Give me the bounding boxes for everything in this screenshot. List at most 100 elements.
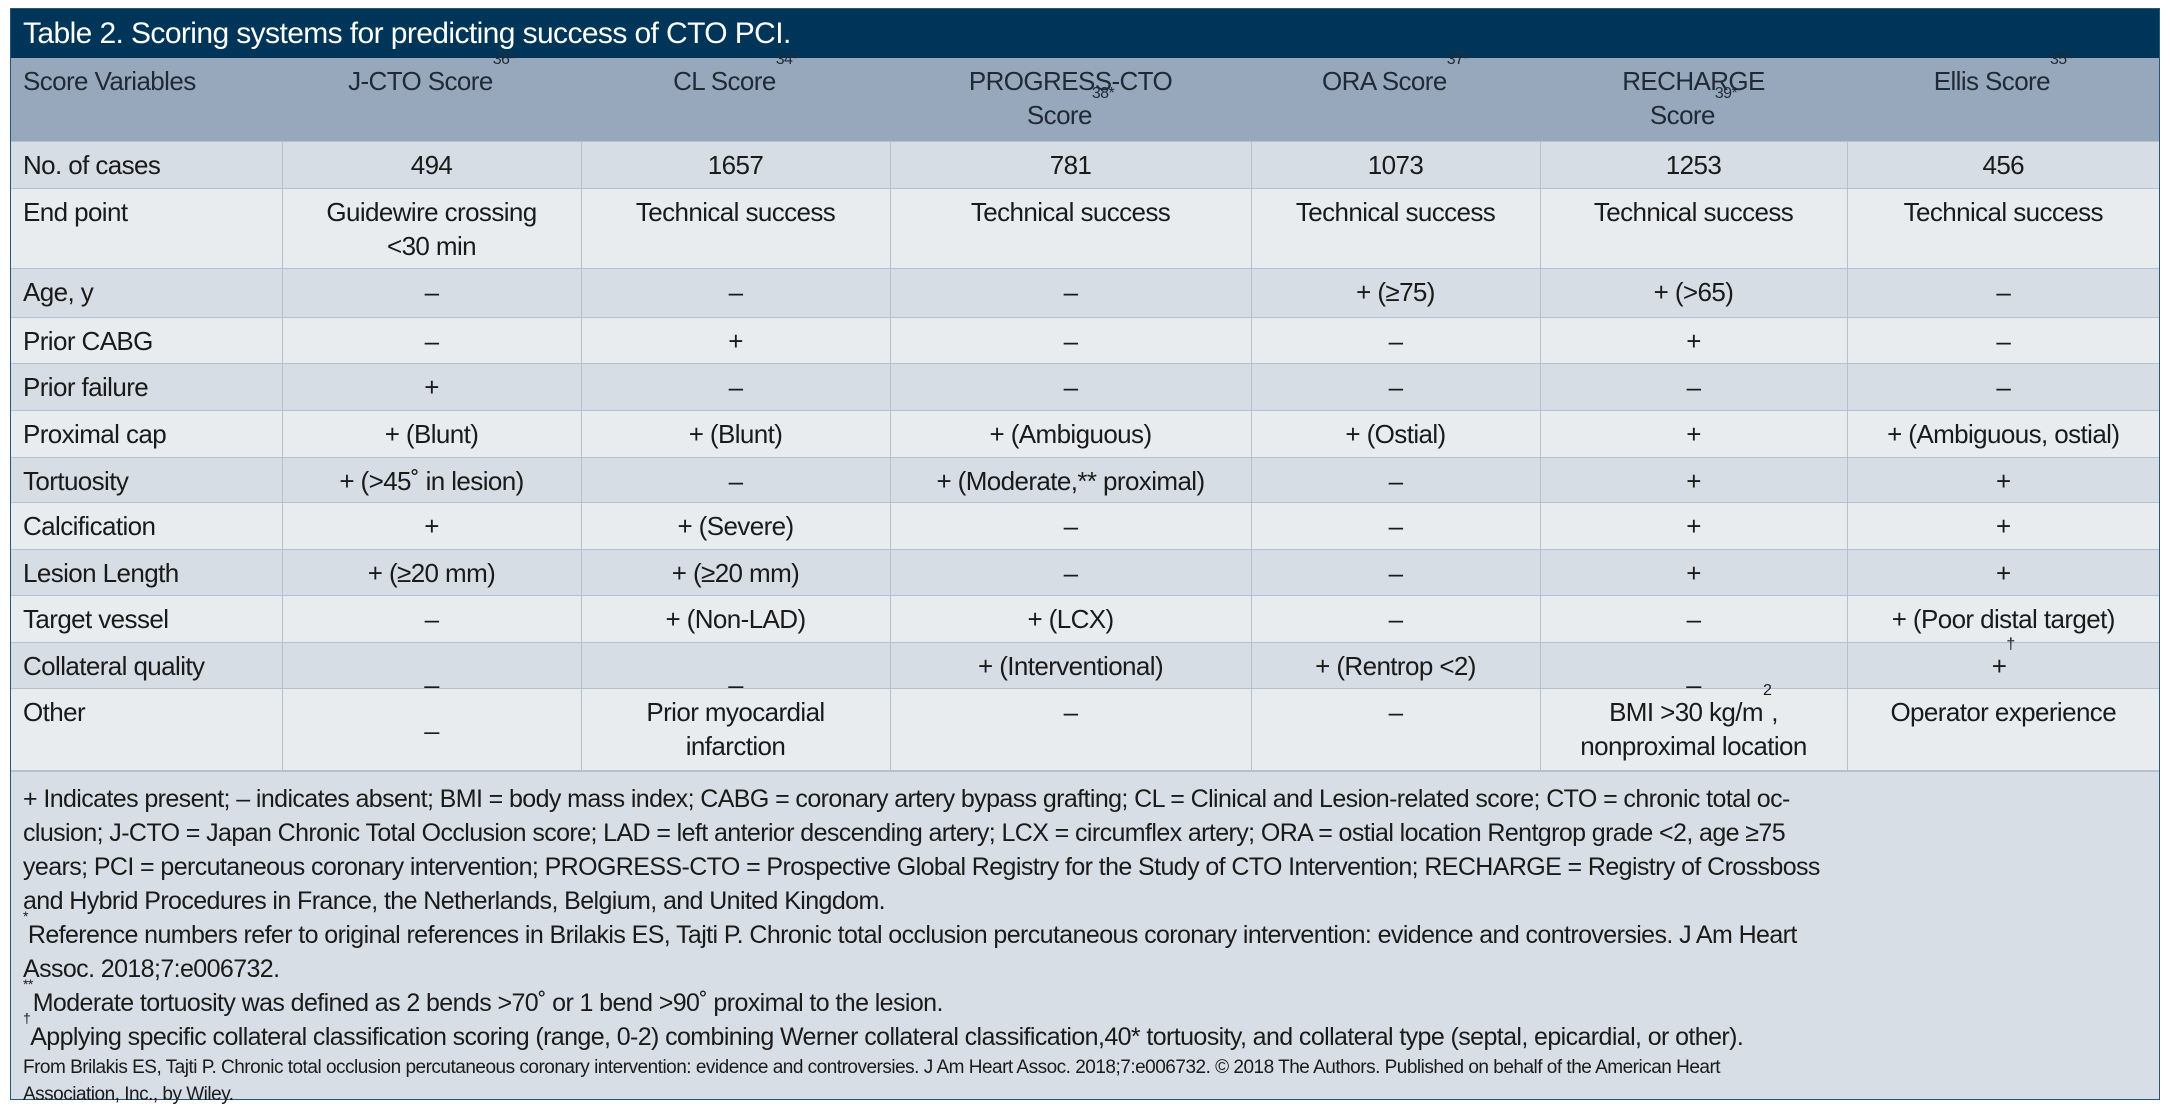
reference-note-text: Reference numbers refer to original refe… bbox=[27, 921, 1797, 949]
table-cell: + (>45˚ in lesion) bbox=[281, 456, 581, 502]
scoring-table: Score Variables J-CTO Score36* CL Score34*… bbox=[11, 52, 2159, 770]
reference-note-text: Assoc. 2018;7:e006732. bbox=[23, 955, 280, 983]
table-cell: + (Severe) bbox=[580, 501, 890, 549]
cell-value: + (Severe) bbox=[677, 510, 794, 541]
cell-value: – bbox=[1388, 510, 1403, 541]
dagger-mark: † bbox=[2006, 635, 2015, 653]
table-cell: _ bbox=[580, 641, 890, 689]
table-cell: + bbox=[281, 501, 581, 549]
row-label: Lesion Length bbox=[11, 548, 282, 595]
cell-value: – bbox=[424, 276, 439, 307]
table-cell: _ bbox=[281, 641, 581, 689]
table-cell: + (Rentrop <2) bbox=[1250, 641, 1540, 688]
table-row: Target vessel – + (Non-LAD) + (LCX) – – + (Poo… bbox=[11, 594, 2159, 642]
cell-value: +† bbox=[1991, 635, 2016, 681]
cell-value: + (LCX) bbox=[1027, 603, 1114, 634]
table-cell: Guidewire crossing <30 min bbox=[281, 187, 581, 268]
cell-value: 456 bbox=[1982, 149, 2025, 180]
tortuosity-note: **Moderate tortuosity was defined as 2 b… bbox=[23, 977, 2147, 1020]
table-cell: _ bbox=[281, 687, 581, 770]
table-cell: – bbox=[580, 362, 890, 410]
source-citation-line: Association, Inc., by Wiley. bbox=[23, 1084, 234, 1105]
row-label: Collateral quality bbox=[11, 641, 282, 688]
table-cell: – bbox=[1846, 267, 2159, 317]
table-cell: – bbox=[889, 362, 1251, 410]
column-header: RECHARGE Score39* bbox=[1540, 58, 1847, 141]
table-cell: – bbox=[1250, 548, 1540, 595]
cell-value: 1073 bbox=[1367, 149, 1424, 180]
cell-value: + bbox=[424, 510, 439, 541]
table-cell: – bbox=[580, 267, 890, 317]
column-header: Ellis Score35* bbox=[1847, 52, 2159, 141]
table-cell: – bbox=[281, 316, 581, 363]
table-row: Other _ Prior myocardial infarction – – BMI >3… bbox=[11, 681, 2159, 770]
cell-value: – bbox=[1063, 557, 1078, 588]
table-cell: + bbox=[1539, 548, 1847, 595]
table-cell: +† bbox=[1846, 635, 2159, 688]
table-row: Age, y – – – + (≥75) + (>65) – bbox=[11, 267, 2159, 317]
table-cell: – bbox=[889, 548, 1251, 595]
table-title: Table 2. Scoring systems for predicting … bbox=[11, 9, 2159, 58]
cell-value: + (>65) bbox=[1653, 276, 1734, 307]
table-row: Prior failure + – – – – – bbox=[11, 362, 2159, 410]
cell-value: _ bbox=[424, 658, 439, 689]
asterisk-mark: * bbox=[23, 908, 28, 924]
row-label: End point bbox=[11, 187, 282, 268]
table-cell: + (Ambiguous) bbox=[889, 409, 1251, 457]
cell-value: – bbox=[1063, 371, 1078, 402]
cell-value: – bbox=[1063, 276, 1078, 307]
cell-value: + (Interventional) bbox=[977, 650, 1164, 681]
table-cell: – bbox=[889, 687, 1251, 770]
tortuosity-note-text: Moderate tortuosity was defined as 2 ben… bbox=[32, 989, 944, 1017]
cell-value: _ bbox=[728, 658, 743, 689]
cell-value: BMI >30 kg/m2, nonproximal location bbox=[1580, 681, 1807, 761]
cell-value: – bbox=[1063, 696, 1078, 727]
column-header: J-CTO Score36* bbox=[282, 52, 581, 141]
reference-superscript: 36* bbox=[492, 51, 516, 68]
cell-value: Technical success bbox=[1295, 196, 1496, 227]
column-header-label: J-CTO Score bbox=[348, 66, 493, 96]
collateral-note: †Applying specific collateral classifica… bbox=[23, 1011, 2147, 1054]
cell-value: _ bbox=[424, 704, 439, 735]
collateral-note-text: Applying specific collateral classificat… bbox=[30, 1023, 1744, 1051]
table-cell: Operator experience bbox=[1846, 687, 2159, 770]
table-cell: – bbox=[889, 501, 1251, 549]
cell-value: Operator experience bbox=[1890, 696, 2117, 727]
row-label: No. of cases bbox=[11, 140, 282, 188]
table-cell: Prior myocardial infarction bbox=[580, 687, 890, 770]
table-cell: Technical success bbox=[1846, 187, 2159, 268]
table-row: No. of cases 494 1657 781 1073 1253 456 bbox=[11, 140, 2159, 188]
header-row: Score Variables J-CTO Score36* CL Score34*… bbox=[11, 52, 2159, 141]
cell-value: + bbox=[1686, 418, 1701, 449]
cell-value: + bbox=[1995, 465, 2011, 496]
cell-value: – bbox=[1388, 603, 1403, 634]
table-cell: Technical success bbox=[1539, 187, 1847, 268]
cell-value: 1657 bbox=[707, 149, 764, 180]
tortuosity-note-mark: ** bbox=[23, 976, 33, 992]
row-label: Calcification bbox=[11, 501, 282, 549]
cell-value: + (Blunt) bbox=[384, 418, 479, 449]
table-cell: – bbox=[1250, 456, 1540, 502]
abbreviation-line: clusion; J-CTO = Japan Chronic Total Occ… bbox=[23, 819, 1786, 847]
cell-value: + (≥75) bbox=[1356, 276, 1435, 307]
column-header-label: Score Variables bbox=[23, 66, 196, 96]
cell-value: – bbox=[1063, 325, 1078, 356]
column-header: ORA Score37* bbox=[1251, 52, 1540, 141]
cell-value: – bbox=[1388, 557, 1403, 588]
table-cell: Technical success bbox=[889, 187, 1251, 268]
table-cell: – bbox=[281, 594, 581, 642]
cell-value: + bbox=[1686, 557, 1701, 588]
table-cell: + (≥20 mm) bbox=[281, 548, 581, 595]
reference-superscript: 34* bbox=[775, 51, 799, 68]
table-cell: – bbox=[1250, 362, 1540, 410]
table-cell: + (LCX) bbox=[889, 594, 1251, 642]
squared-mark: 2 bbox=[1762, 681, 1772, 699]
table-cell: 1253 bbox=[1539, 140, 1847, 188]
table-cell: + (Poor distal target) bbox=[1846, 594, 2159, 642]
cell-value: 1253 bbox=[1665, 149, 1722, 180]
cell-value: – bbox=[728, 276, 743, 307]
row-label: Tortuosity bbox=[11, 456, 282, 502]
cell-value: + (>45˚ in lesion) bbox=[339, 465, 524, 496]
table-cell: – bbox=[1250, 316, 1540, 363]
table-cell: + bbox=[1539, 316, 1847, 363]
